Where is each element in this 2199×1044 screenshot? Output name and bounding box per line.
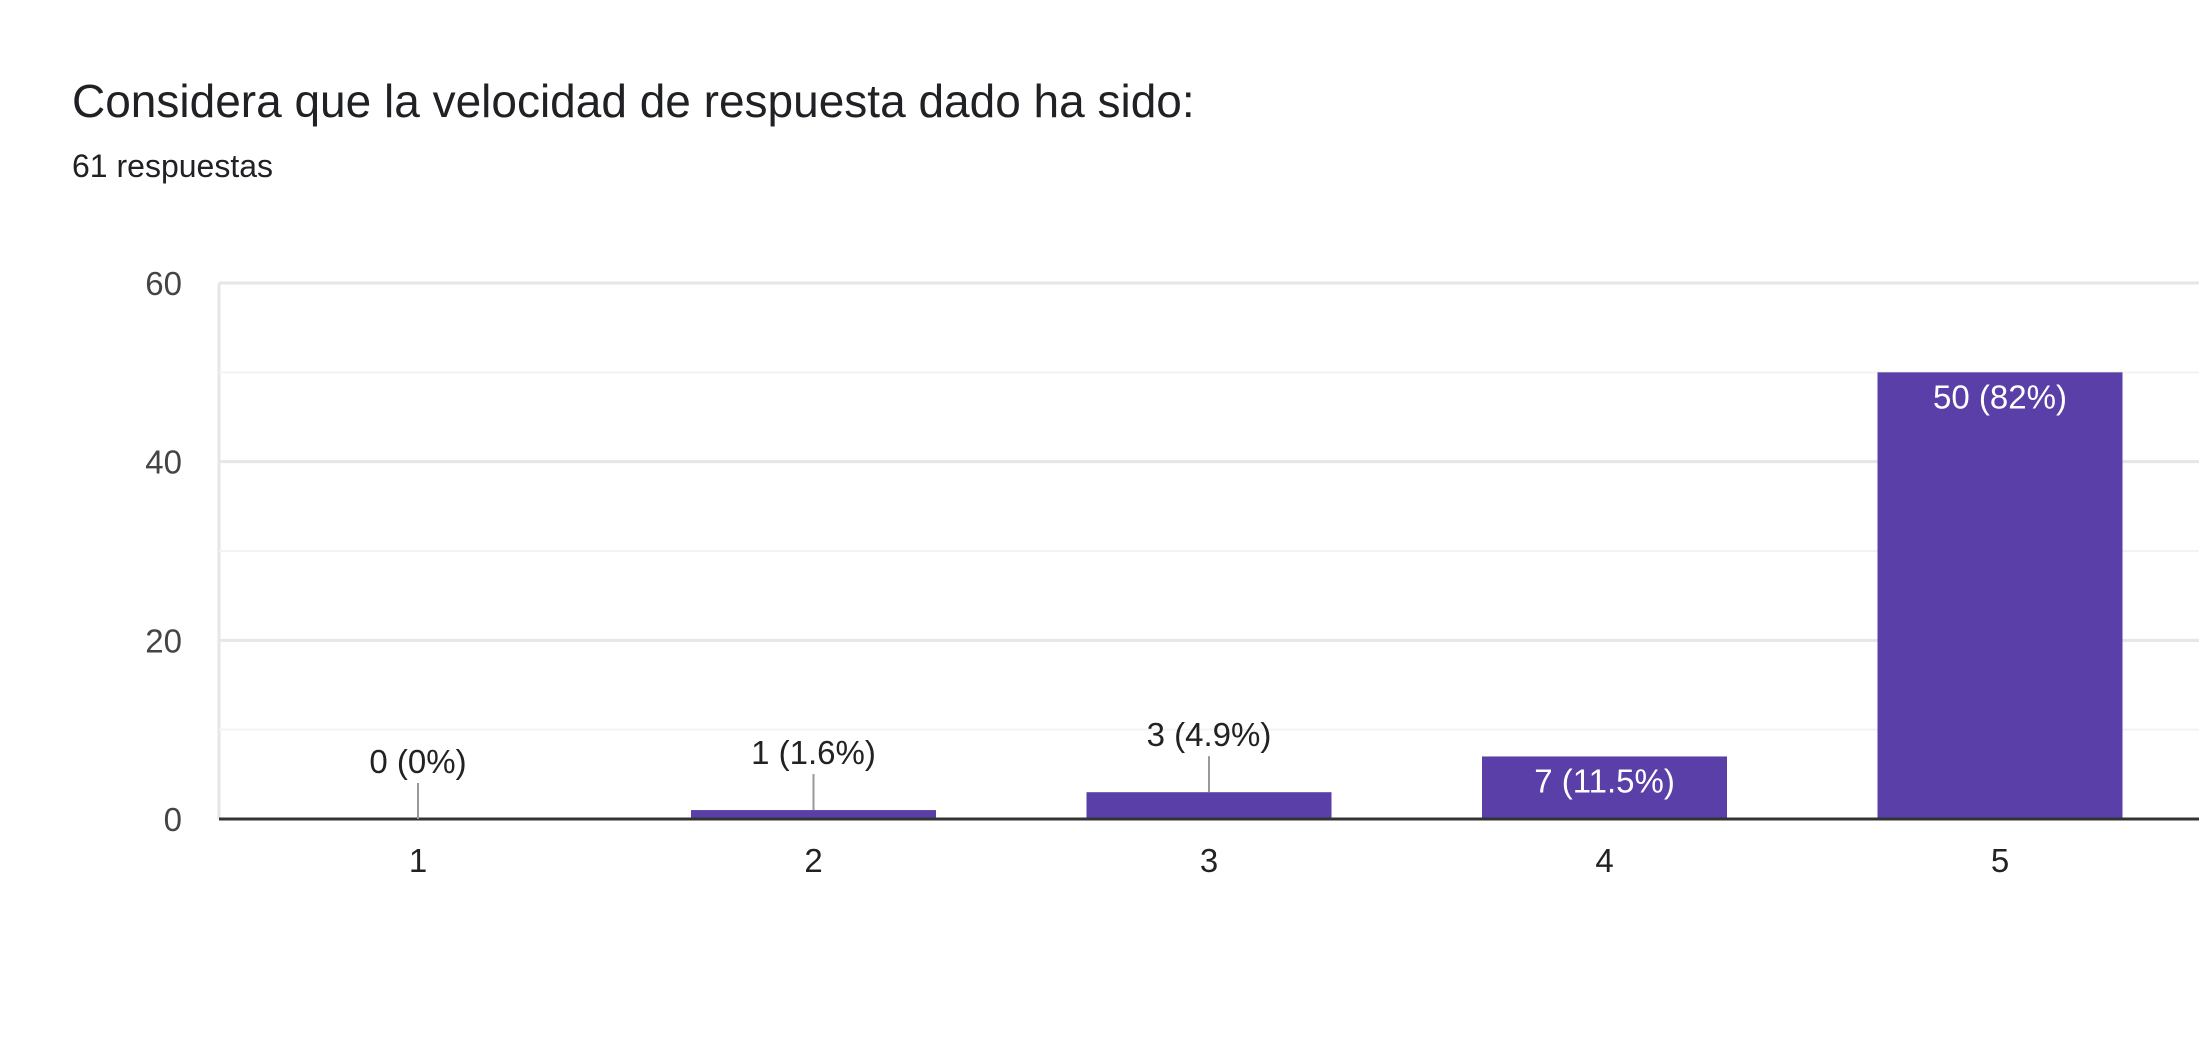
data-label: 1 (1.6%) bbox=[751, 734, 876, 771]
data-label: 50 (82%) bbox=[1933, 378, 2067, 415]
grid-lines bbox=[217, 281, 2199, 819]
data-label: 0 (0%) bbox=[369, 743, 466, 780]
x-tick-label: 2 bbox=[804, 842, 822, 879]
data-labels: 0 (0%) 1 (1.6%) 3 (4.9%) 7 (11.5%) 50 (82%) bbox=[369, 378, 2067, 819]
bar bbox=[1086, 792, 1332, 819]
x-tick-label: 3 bbox=[1200, 842, 1218, 879]
axes: 0 20 40 60 1 2 3 4 5 bbox=[145, 265, 2199, 879]
x-tick-label: 5 bbox=[1991, 842, 2009, 879]
bar bbox=[1482, 756, 1727, 819]
data-label: 3 (4.9%) bbox=[1147, 716, 1272, 753]
y-tick-label: 20 bbox=[145, 622, 182, 659]
data-label: 7 (11.5%) bbox=[1534, 762, 1675, 799]
y-tick-label: 60 bbox=[145, 265, 182, 302]
bars bbox=[691, 372, 2123, 819]
chart-title: Considera que la velocidad de respuesta … bbox=[72, 75, 1195, 127]
bar bbox=[1877, 372, 2123, 819]
x-tick-label: 1 bbox=[409, 842, 427, 879]
response-count: 61 respuestas bbox=[72, 148, 274, 184]
y-tick-label: 40 bbox=[145, 444, 182, 481]
y-tick-label: 0 bbox=[164, 801, 182, 838]
x-tick-label: 4 bbox=[1595, 842, 1613, 879]
bar bbox=[691, 810, 936, 819]
